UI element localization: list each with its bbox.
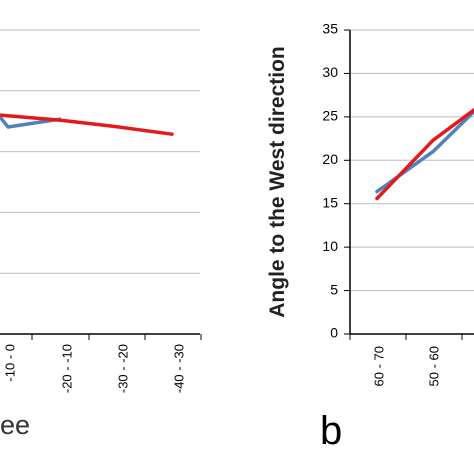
y-axis-label: Angle to the West direction [266, 46, 289, 317]
y-tick-label: 30 [322, 64, 338, 80]
y-tick-label: 20 [322, 151, 338, 167]
y-tick-label: 10 [322, 238, 338, 254]
y-tick-label: 25 [322, 108, 338, 124]
series-line-red [375, 108, 474, 201]
y-tick-label: 5 [330, 281, 338, 297]
y-tick-label: 15 [322, 194, 338, 210]
series-line-blue [375, 109, 474, 194]
x-tick-label: 50 - 60 [426, 346, 441, 386]
chart-panel-a: -10 - 0 -20 - -10 -30 - -20 -40 - -30 ee [0, 29, 202, 440]
panel-label: b [320, 409, 342, 453]
x-tick-label: 60 - 70 [371, 346, 386, 386]
x-axis-label: ee [0, 410, 30, 440]
x-tick-label: -40 - -30 [171, 344, 186, 393]
series-line-blue [0, 115, 62, 129]
series-line-red [0, 113, 174, 136]
x-tick-label: -20 - -10 [59, 344, 74, 393]
y-tick-label: 0 [330, 325, 338, 341]
chart-panel-b: 0 5 10 15 20 25 30 35 60 - 70 50 - 60 Angle to the… [266, 21, 474, 453]
x-tick-label: -10 - 0 [2, 344, 17, 382]
y-tick-label: 35 [322, 21, 338, 37]
x-tick-label: -30 - -20 [115, 344, 130, 393]
